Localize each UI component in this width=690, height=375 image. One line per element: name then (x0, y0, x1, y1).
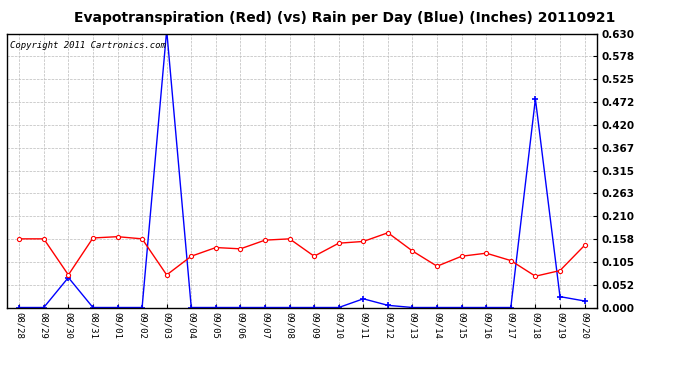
Text: Evapotranspiration (Red) (vs) Rain per Day (Blue) (Inches) 20110921: Evapotranspiration (Red) (vs) Rain per D… (75, 11, 615, 25)
Text: Copyright 2011 Cartronics.com: Copyright 2011 Cartronics.com (10, 40, 166, 50)
